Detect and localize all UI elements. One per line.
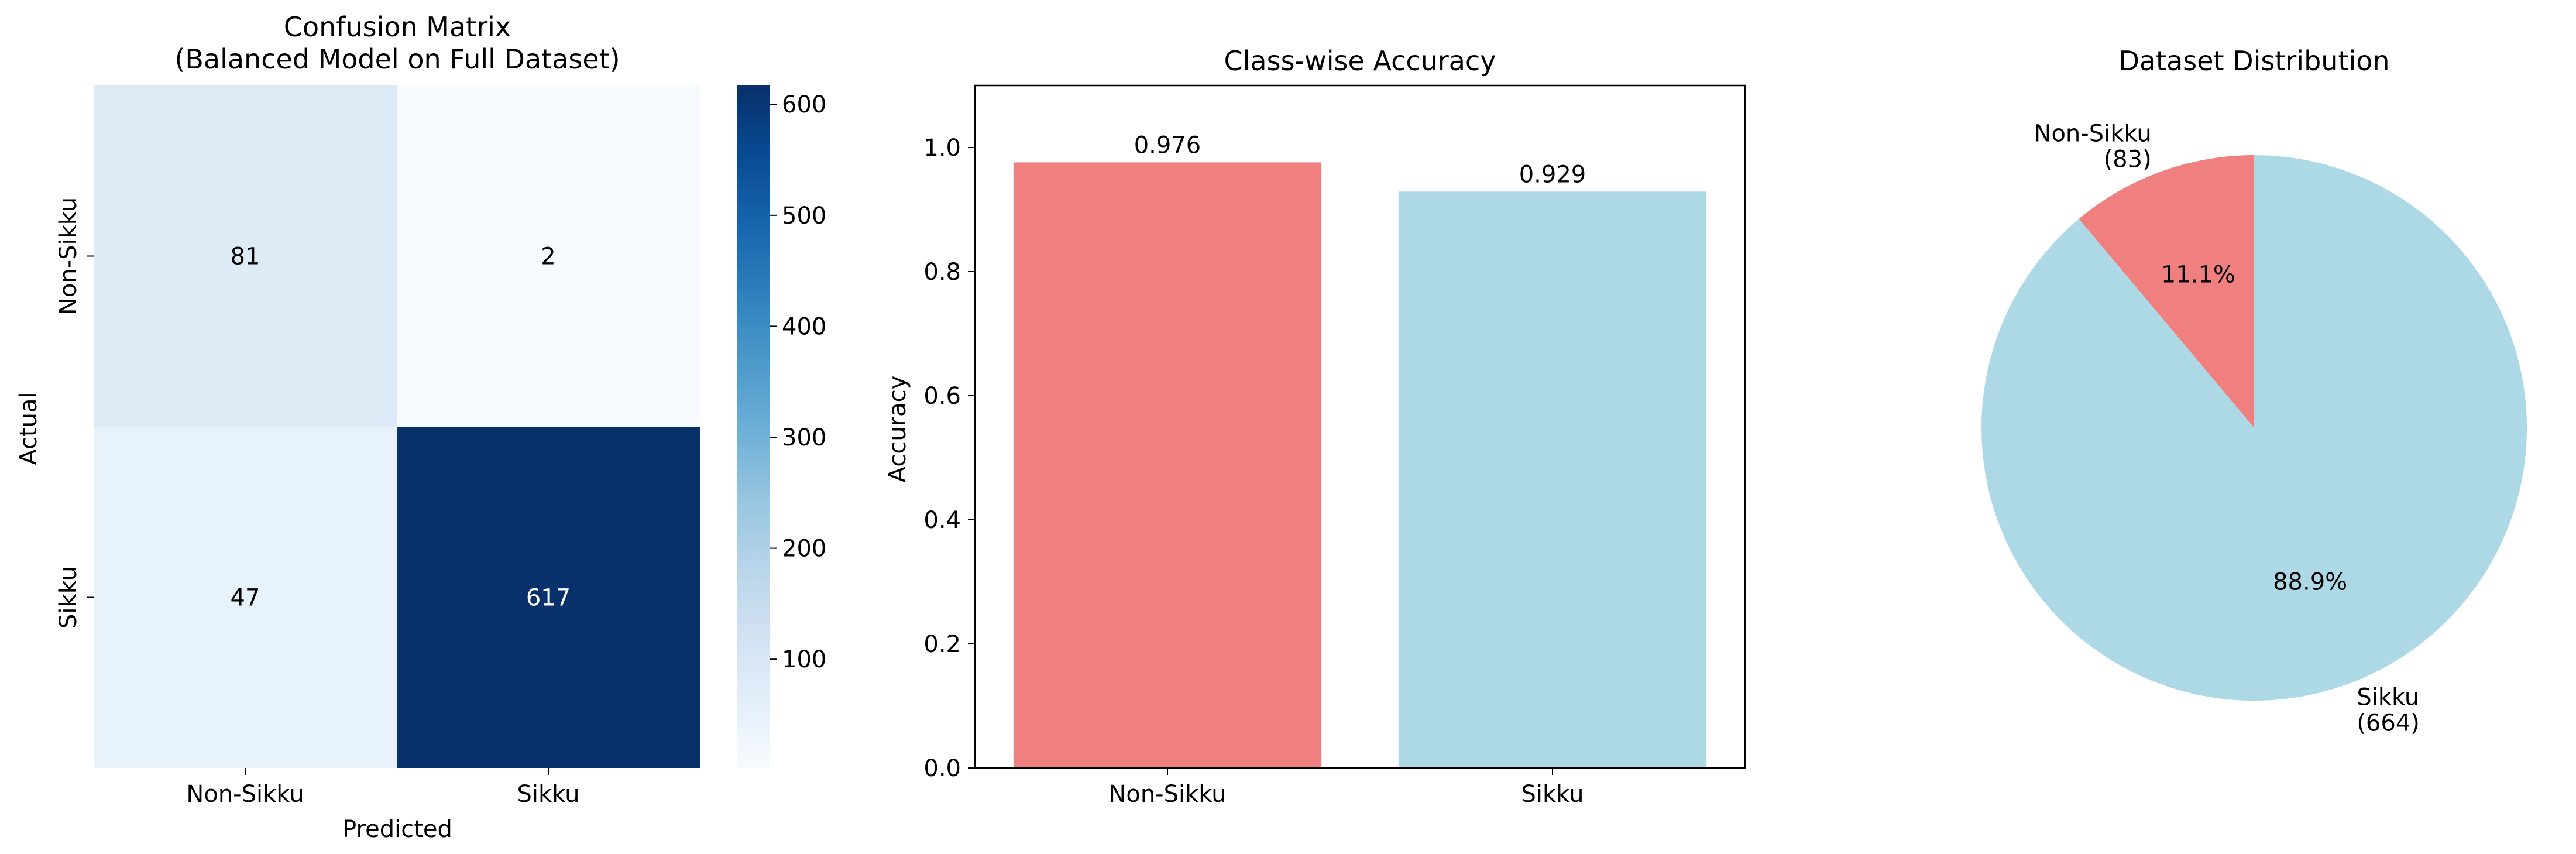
confusion-matrix-axes: Non-Sikku Sikku Non-Sikku Sikku	[55, 197, 579, 808]
heatmap-xtick-label: Non-Sikku	[186, 781, 304, 808]
colorbar-tick-label: 400	[782, 313, 826, 340]
bar-xtick-label: Non-Sikku	[1108, 781, 1226, 808]
confusion-matrix-xlabel: Predicted	[342, 816, 452, 843]
class-accuracy-ylabel: Accuracy	[884, 376, 911, 483]
accuracy-bar-label: 0.976	[1134, 132, 1201, 159]
colorbar-tick-label: 600	[782, 91, 826, 118]
confusion-matrix-cells: 81 2 47 617	[94, 85, 700, 768]
heatmap-ytick-label: Sikku	[55, 566, 82, 629]
dataset-distribution-title: Dataset Distribution	[2118, 45, 2389, 77]
pie-slice-label-line: Non-Sikku	[2034, 120, 2152, 147]
heatmap-cell	[397, 427, 700, 768]
bar-ytick-label: 1.0	[923, 135, 961, 162]
class-accuracy-panel: Class-wise Accuracy 0.976 0.929 Non-Sikku…	[884, 45, 1746, 808]
colorbar-tick-label: 500	[782, 203, 826, 229]
bar-plot-frame	[974, 84, 1746, 769]
confusion-matrix-title-line: Confusion Matrix	[284, 11, 511, 43]
bar-ytick-label: 0.8	[923, 259, 961, 286]
pie-slice	[2079, 155, 2254, 428]
confusion-matrix-colorbar: 100 200 300 400 500 600	[737, 85, 826, 768]
confusion-matrix-title: Confusion Matrix (Balanced Model on Full …	[174, 11, 620, 75]
colorbar-tick-label: 300	[782, 424, 826, 451]
heatmap-cell	[397, 85, 700, 427]
heatmap-ytick-label: Non-Sikku	[55, 197, 82, 315]
heatmap-xtick-label: Sikku	[517, 781, 580, 808]
class-accuracy-title: Class-wise Accuracy	[1224, 45, 1496, 77]
bar-xtick-label: Sikku	[1521, 781, 1584, 808]
accuracy-bar	[1398, 191, 1707, 768]
confusion-matrix-ylabel: Actual	[15, 392, 42, 465]
colorbar-bar	[737, 85, 770, 768]
class-accuracy-axes: Non-Sikku Sikku 0.0 0.2 0.4 0.6 0.8 1.0	[923, 84, 1746, 808]
pie-percent-label: 88.9%	[2273, 569, 2347, 596]
colorbar-tick-label: 100	[782, 646, 826, 673]
bar-ytick-label: 0.4	[923, 507, 961, 534]
heatmap-cell	[94, 85, 397, 427]
dataset-distribution-panel: Dataset Distribution 11.1% Non-Sikku (83) 8…	[1981, 45, 2527, 737]
heatmap-cell-value: 2	[541, 243, 555, 270]
pie-slice-label-line: Sikku	[2357, 684, 2419, 711]
bar-ytick-label: 0.2	[923, 631, 961, 658]
accuracy-bar-label: 0.929	[1519, 161, 1586, 188]
heatmap-cell-value: 47	[231, 585, 260, 612]
confusion-matrix-title-line: (Balanced Model on Full Dataset)	[174, 43, 620, 75]
pie-slice-label-line: (664)	[2357, 710, 2420, 737]
pie-slice-label-line: (83)	[2104, 146, 2152, 173]
confusion-matrix-panel: Confusion Matrix (Balanced Model on Full …	[15, 11, 826, 843]
pie-slice-label: Sikku (664)	[2357, 684, 2420, 737]
class-accuracy-bars: 0.976 0.929	[1013, 132, 1707, 769]
heatmap-cell	[94, 427, 397, 768]
pie-slice	[1981, 155, 2527, 701]
heatmap-cell-value: 617	[526, 585, 571, 612]
bar-ytick-label: 0.6	[923, 383, 961, 410]
accuracy-bar	[1013, 162, 1322, 769]
dataset-distribution-pie: 11.1% Non-Sikku (83) 88.9% Sikku (664)	[1981, 120, 2527, 737]
colorbar-tick-label: 200	[782, 536, 826, 563]
pie-percent-label: 11.1%	[2161, 261, 2235, 288]
pie-slice-label: Non-Sikku (83)	[2034, 120, 2152, 173]
bar-ytick-label: 0.0	[923, 755, 961, 782]
heatmap-cell-value: 81	[231, 243, 260, 270]
